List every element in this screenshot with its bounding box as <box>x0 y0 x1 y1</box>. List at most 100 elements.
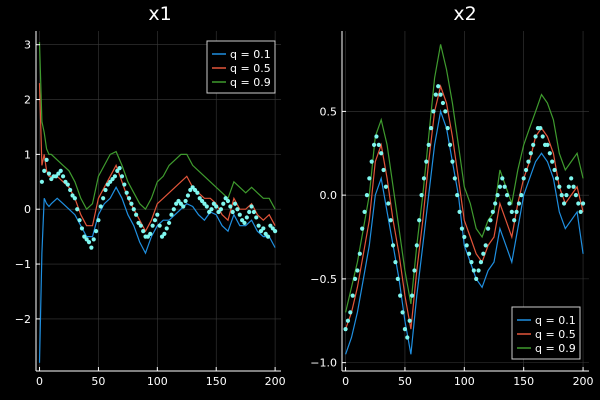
x-tick-label: 0 <box>36 375 43 388</box>
observation-point <box>58 168 63 173</box>
observation-point <box>190 185 195 190</box>
observation-point <box>117 165 122 171</box>
observation-point <box>65 182 70 187</box>
observation-point <box>84 237 89 242</box>
observation-point <box>364 193 370 198</box>
observation-point <box>136 220 141 226</box>
observation-point <box>412 268 417 273</box>
observation-point <box>115 168 120 173</box>
observation-point <box>218 207 224 212</box>
y-tick-label: 0 <box>24 203 31 216</box>
observation-point <box>428 126 434 131</box>
observation-point <box>476 268 481 273</box>
observation-point <box>426 142 431 147</box>
observation-point <box>197 196 202 201</box>
observation-point <box>554 176 560 181</box>
observation-point <box>395 276 400 281</box>
observation-point <box>247 209 252 215</box>
y-tick-label: −1.0 <box>310 357 337 370</box>
observation-point <box>141 229 146 234</box>
observation-point <box>343 327 348 332</box>
observation-point <box>488 218 493 223</box>
observation-point <box>251 209 257 215</box>
series-line-q01 <box>38 186 276 363</box>
observation-point <box>174 201 179 206</box>
observation-point <box>360 226 365 231</box>
observation-point <box>150 223 155 228</box>
tick-labels: 0 50 100 150 200 −2 −1 0 1 2 3 <box>15 39 286 388</box>
observation-point <box>155 212 160 217</box>
observation-point <box>526 159 531 164</box>
observation-point <box>108 179 113 184</box>
observation-point <box>507 201 512 206</box>
observation-point <box>376 142 381 147</box>
observation-point <box>540 134 545 139</box>
series-group <box>38 41 278 363</box>
observation-point <box>270 226 275 231</box>
observation-point <box>79 226 85 231</box>
legend-label-q09: q = 0.9 <box>535 342 576 355</box>
observation-point <box>445 126 450 131</box>
observation-point <box>230 209 235 215</box>
observation-point <box>244 215 249 220</box>
observation-point <box>240 218 245 223</box>
observation-point <box>232 201 238 206</box>
observation-point <box>249 204 254 209</box>
observation-point <box>381 167 386 173</box>
observation-point <box>550 159 555 164</box>
observation-point <box>273 229 278 234</box>
observation-point <box>450 159 455 164</box>
observation-point <box>223 196 228 201</box>
observation-point <box>101 196 106 201</box>
observation-point <box>573 193 579 198</box>
observation-point <box>195 190 200 195</box>
observation-point <box>256 223 261 228</box>
observation-point <box>474 276 479 281</box>
legend-label-q01: q = 0.1 <box>535 314 576 327</box>
observation-point <box>417 218 422 223</box>
observation-point <box>547 151 552 156</box>
observation-point <box>39 179 44 184</box>
observation-point <box>431 109 436 114</box>
observation-point <box>485 226 491 231</box>
observation-point <box>124 190 129 195</box>
observation-point <box>96 218 101 223</box>
observation-point <box>77 218 82 223</box>
panel-x1: x1 0 50 100 150 200 −2 −1 0 1 2 3 q = 0.1 q = 0.5 … <box>15 3 286 388</box>
observation-point <box>49 176 54 182</box>
axes <box>341 31 589 372</box>
observation-point <box>493 201 498 206</box>
observation-point <box>68 187 73 193</box>
observation-point <box>533 134 538 139</box>
observation-point <box>516 201 522 206</box>
observation-point <box>242 220 247 226</box>
chart-title: x2 <box>453 3 476 25</box>
observation-point <box>400 310 405 315</box>
observation-point <box>512 218 517 223</box>
observation-point <box>86 240 92 245</box>
legend-label-q05: q = 0.5 <box>535 328 576 341</box>
observation-point <box>566 184 571 189</box>
observation-point <box>53 174 59 179</box>
observation-point <box>225 198 231 204</box>
observation-point <box>235 207 240 212</box>
observation-point <box>433 92 438 97</box>
observation-point <box>388 218 393 223</box>
observation-point <box>157 223 162 228</box>
observation-point <box>185 193 191 198</box>
y-tick-label: −1 <box>15 258 31 271</box>
observation-point <box>519 193 524 198</box>
x-tick-label: 100 <box>454 375 475 388</box>
legend-box <box>206 40 276 94</box>
observation-point <box>369 159 374 164</box>
panel-x2: x2 0 50 100 150 200 −1.0 −0.5 0.0 0.5 q = 0.1 q … <box>310 3 593 388</box>
observation-point <box>70 193 75 198</box>
series-line-q01 <box>345 109 584 355</box>
observation-point <box>348 310 353 315</box>
observation-point <box>131 207 136 212</box>
observation-point <box>216 209 221 215</box>
observation-point <box>457 209 462 214</box>
observation-point <box>405 335 410 340</box>
observation-point <box>362 209 367 214</box>
